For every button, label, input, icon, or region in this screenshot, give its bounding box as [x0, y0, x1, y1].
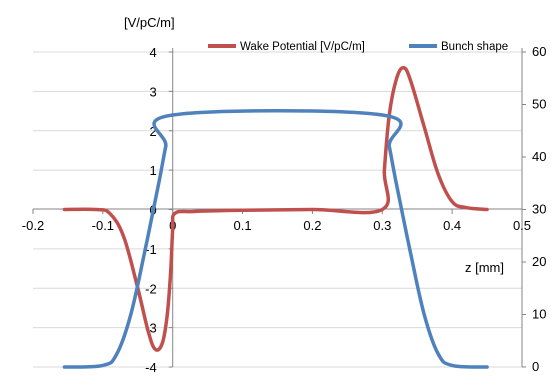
x-unit-label: z [mm] [465, 260, 504, 275]
y-left-tick-label: 1 [149, 163, 156, 178]
legend-label-bunch: Bunch shape [441, 41, 508, 53]
grid-layer [33, 51, 522, 368]
x-tick-label: 0.2 [303, 218, 321, 233]
series-layer [62, 66, 489, 369]
y-right-tick-label: 10 [532, 307, 546, 322]
series-line-wake-potential [62, 66, 489, 352]
y-left-tick-label: -2 [145, 281, 157, 296]
y-left-tick-label: -1 [145, 242, 157, 257]
series-line-bunch-shape [62, 109, 489, 369]
x-tick-label: 0.1 [234, 218, 252, 233]
legend: Wake Potential [V/pC/m] Bunch shape [208, 41, 508, 53]
y-right-tick-label: 30 [532, 202, 546, 217]
y-right-tick-label: 60 [532, 44, 546, 59]
x-tick-label: 0.3 [373, 218, 391, 233]
y-left-tick-label: 2 [149, 124, 156, 139]
y-right-tick-label: 40 [532, 149, 546, 164]
y-left-tick-label: -4 [145, 360, 157, 375]
legend-label-wake: Wake Potential [V/pC/m] [240, 41, 365, 53]
x-tick-label: 0.4 [443, 218, 461, 233]
label-layer: [V/pC/m] z [mm] [124, 15, 504, 275]
y-right-tick-label: 50 [532, 97, 546, 112]
y-left-tick-label: -3 [145, 321, 157, 336]
x-tick-label: -0.2 [22, 218, 44, 233]
y-left-tick-label: 4 [149, 45, 156, 60]
x-tick-label: 0.5 [513, 218, 531, 233]
y-right-tick-label: 0 [532, 359, 539, 374]
x-tick-label: -0.1 [92, 218, 114, 233]
y-right-tick-label: 20 [532, 254, 546, 269]
y-unit-label: [V/pC/m] [124, 15, 175, 30]
y-left-tick-label: 3 [149, 84, 156, 99]
